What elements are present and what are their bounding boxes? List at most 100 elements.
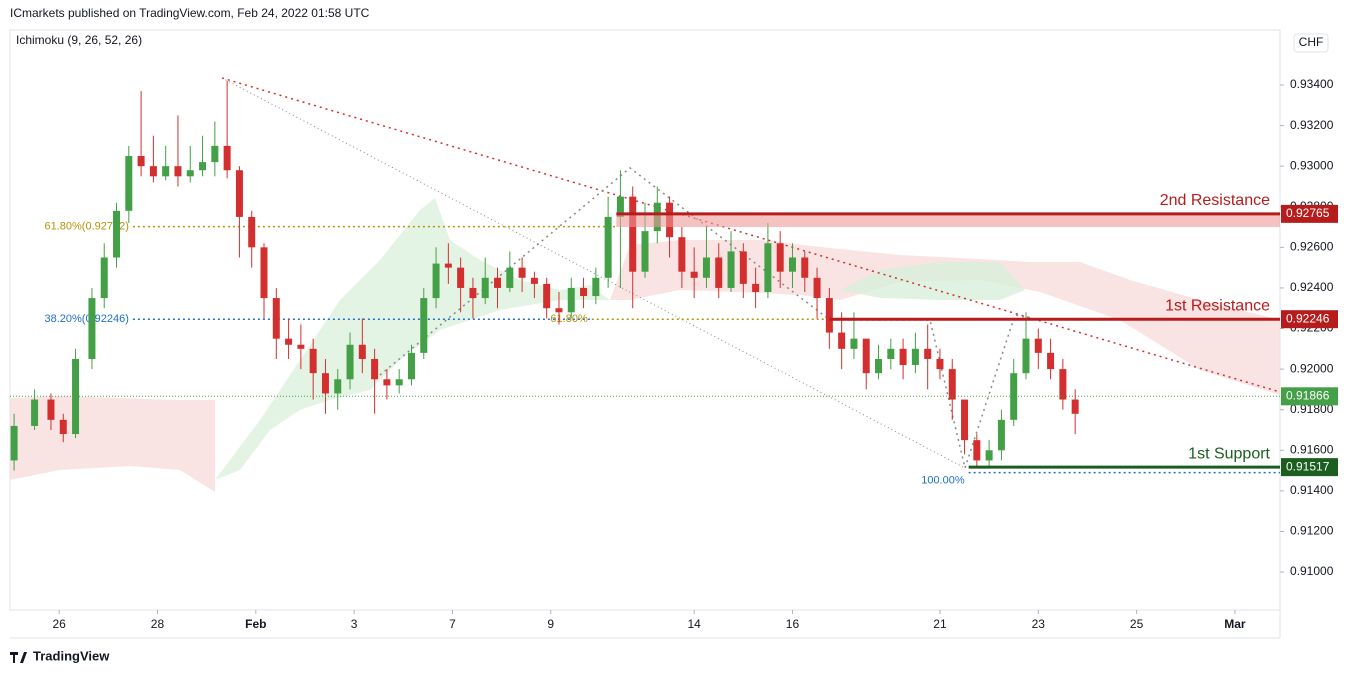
resistance-zone <box>616 213 1280 228</box>
candle-body <box>506 267 514 288</box>
candle-body <box>838 332 846 349</box>
candle-body <box>616 196 624 217</box>
candle-body <box>1059 369 1067 400</box>
candle-body <box>235 170 243 217</box>
candle-body <box>149 166 157 177</box>
y-tick-label: 0.92600 <box>1290 240 1334 254</box>
candle-body <box>875 358 883 374</box>
fib-label: 61.80% <box>550 313 588 325</box>
candle-body <box>518 267 526 278</box>
candle-body <box>469 287 477 299</box>
price-badge-label: 0.92246 <box>1286 311 1330 325</box>
candle-body <box>948 369 956 400</box>
ichimoku-cloud <box>610 240 1280 395</box>
candle-body <box>59 419 67 435</box>
candle-body <box>72 358 80 435</box>
candle-body <box>395 379 403 386</box>
candle-body <box>715 257 723 288</box>
ichimoku-cloud <box>840 262 1025 300</box>
candle-body <box>641 231 649 272</box>
price-badge <box>1281 387 1338 406</box>
candle-body <box>383 379 391 386</box>
candle-body <box>199 162 207 171</box>
price-badge-label: 0.91517 <box>1286 459 1330 473</box>
candle-body <box>113 210 121 258</box>
candle-body <box>961 399 969 441</box>
candle-body <box>358 344 366 359</box>
x-tick-label: 26 <box>52 617 66 631</box>
candle-body <box>727 251 735 288</box>
y-tick-label: 0.92000 <box>1290 361 1334 375</box>
fib-label: 61.80%(0.92702) <box>44 221 128 233</box>
candle-body <box>494 277 502 288</box>
y-tick-label: 0.93200 <box>1290 118 1334 132</box>
x-tick-label: 16 <box>786 617 800 631</box>
candle-body <box>801 257 809 278</box>
candle-body <box>776 243 784 272</box>
candle-body <box>678 237 686 272</box>
candle-body <box>457 267 465 288</box>
candle-body <box>137 156 145 167</box>
candle-body <box>272 298 280 339</box>
candle-body <box>186 170 194 177</box>
x-tick-label: Feb <box>245 617 266 631</box>
candle-body <box>690 271 698 278</box>
marks: 61.80%(0.92702) 38.20%(0.92246) 61.80% 100.… <box>10 80 1280 487</box>
price-badge <box>1281 310 1338 329</box>
candle-body <box>321 373 329 394</box>
candle-body <box>88 298 96 359</box>
candle-body <box>174 166 182 177</box>
y-tick-label: 0.91600 <box>1290 442 1334 456</box>
x-tick-label: Mar <box>1224 617 1246 631</box>
brand-name: TradingView <box>33 648 110 663</box>
price-badge-label: 0.92765 <box>1286 206 1330 220</box>
candle-body <box>985 450 993 461</box>
candle-body <box>223 145 231 171</box>
candle-body <box>862 338 870 374</box>
candle-body <box>788 257 796 272</box>
x-tick-label: 7 <box>449 617 456 631</box>
price-badge <box>1281 458 1338 477</box>
y-tick-label: 0.93000 <box>1290 158 1334 172</box>
candle-body <box>1010 373 1018 420</box>
candle-body <box>1034 338 1042 353</box>
brand-logo: TradingView <box>10 648 110 663</box>
currency-badge[interactable] <box>1293 33 1329 53</box>
x-tick-label: 28 <box>151 617 165 631</box>
candle-body <box>407 352 415 380</box>
candle-body <box>567 287 575 313</box>
trend-line <box>221 77 1281 393</box>
candle-body <box>924 348 932 359</box>
candle-body <box>530 277 538 284</box>
x-tick-label: 14 <box>687 617 701 631</box>
candle-body <box>555 308 563 313</box>
y-tick-label: 0.93400 <box>1290 77 1334 91</box>
candle-body <box>592 277 600 297</box>
candle-body <box>297 344 305 349</box>
candle-body <box>911 348 919 366</box>
candle-body <box>1022 338 1030 374</box>
y-tick-label: 0.91200 <box>1290 524 1334 538</box>
x-tick-label: 25 <box>1130 617 1144 631</box>
y-tick-label: 0.91400 <box>1290 483 1334 497</box>
candle-body <box>813 277 821 299</box>
candle-body <box>309 348 317 374</box>
candle-body <box>371 358 379 380</box>
currency-label[interactable]: CHF <box>1299 35 1324 49</box>
candle-body <box>580 287 588 297</box>
candle-body <box>887 348 895 359</box>
candle-body <box>420 298 428 353</box>
y-tick-label: 0.92400 <box>1290 280 1334 294</box>
candle-body <box>997 419 1005 451</box>
x-tick-label: 23 <box>1032 617 1046 631</box>
candle-body <box>100 257 108 299</box>
candle-body <box>10 425 18 461</box>
candle-body <box>334 379 342 394</box>
candle-body <box>444 263 452 268</box>
candle-body <box>481 277 489 299</box>
candle-body <box>211 145 219 163</box>
zigzag-line <box>379 167 1041 471</box>
indicator-label: Ichimoku (9, 26, 52, 26) <box>16 33 142 47</box>
